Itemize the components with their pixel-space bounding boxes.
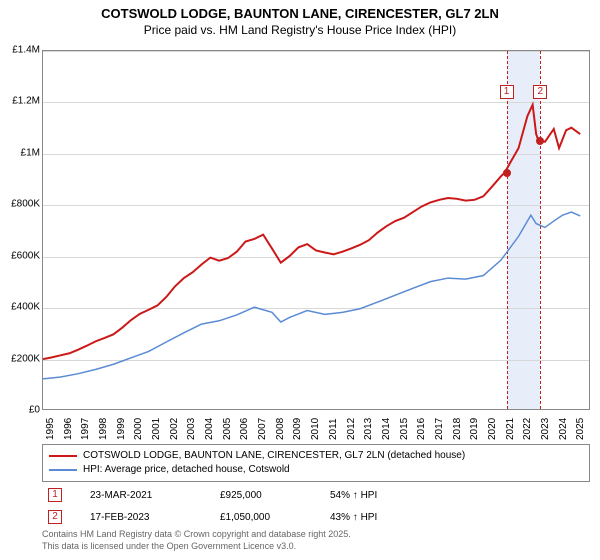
- chart-container: COTSWOLD LODGE, BAUNTON LANE, CIRENCESTE…: [0, 0, 600, 560]
- series-line-1: [43, 212, 580, 379]
- x-axis-label: 2010: [310, 418, 321, 440]
- credits-line-2: This data is licensed under the Open Gov…: [42, 540, 590, 552]
- x-axis-label: 2018: [452, 418, 463, 440]
- x-axis-label: 2004: [204, 418, 215, 440]
- chart-marker-box-2: 2: [533, 85, 547, 99]
- transactions-table: 1 23-MAR-2021 £925,000 54% ↑ HPI 2 17-FE…: [42, 484, 590, 528]
- row-price-1: £925,000: [220, 490, 330, 501]
- title-main: COTSWOLD LODGE, BAUNTON LANE, CIRENCESTE…: [8, 6, 592, 21]
- chart-marker-dot-1: [503, 169, 511, 177]
- legend: COTSWOLD LODGE, BAUNTON LANE, CIRENCESTE…: [42, 444, 590, 482]
- x-axis-label: 2014: [381, 418, 392, 440]
- x-axis-label: 2005: [222, 418, 233, 440]
- x-axis-label: 2024: [558, 418, 569, 440]
- series-line-0: [43, 105, 580, 359]
- title-block: COTSWOLD LODGE, BAUNTON LANE, CIRENCESTE…: [0, 0, 600, 39]
- x-axis-label: 2020: [487, 418, 498, 440]
- x-axis-label: 1995: [45, 418, 56, 440]
- y-axis-label: £0: [0, 405, 40, 416]
- row-marker-2: 2: [48, 510, 62, 524]
- x-axis-label: 2001: [151, 418, 162, 440]
- x-axis-label: 2013: [363, 418, 374, 440]
- x-axis-label: 2002: [169, 418, 180, 440]
- x-axis-label: 2021: [505, 418, 516, 440]
- legend-swatch-0: [49, 455, 77, 457]
- x-axis-label: 2022: [522, 418, 533, 440]
- y-axis-label: £1.4M: [0, 45, 40, 56]
- x-axis-label: 2017: [434, 418, 445, 440]
- x-axis-label: 2015: [399, 418, 410, 440]
- x-axis-label: 2008: [275, 418, 286, 440]
- legend-item-series-1: HPI: Average price, detached house, Cots…: [49, 463, 583, 477]
- credits: Contains HM Land Registry data © Crown c…: [42, 528, 590, 552]
- x-axis-label: 2003: [186, 418, 197, 440]
- x-axis-label: 1996: [63, 418, 74, 440]
- x-axis-label: 2011: [328, 418, 339, 440]
- x-axis-label: 2000: [133, 418, 144, 440]
- chart-plot-area: 12: [42, 50, 590, 410]
- x-axis-label: 2019: [469, 418, 480, 440]
- legend-item-series-0: COTSWOLD LODGE, BAUNTON LANE, CIRENCESTE…: [49, 449, 583, 463]
- row-hpi-1: 54% ↑ HPI: [330, 490, 440, 501]
- legend-label-0: COTSWOLD LODGE, BAUNTON LANE, CIRENCESTE…: [83, 449, 465, 463]
- x-axis-label: 2016: [416, 418, 427, 440]
- y-axis-label: £600K: [0, 250, 40, 261]
- table-row: 1 23-MAR-2021 £925,000 54% ↑ HPI: [42, 484, 590, 506]
- table-row: 2 17-FEB-2023 £1,050,000 43% ↑ HPI: [42, 506, 590, 528]
- title-sub: Price paid vs. HM Land Registry's House …: [8, 23, 592, 37]
- row-marker-1: 1: [48, 488, 62, 502]
- x-axis-label: 2006: [239, 418, 250, 440]
- y-axis-label: £400K: [0, 302, 40, 313]
- y-axis-label: £1M: [0, 147, 40, 158]
- x-axis-label: 2007: [257, 418, 268, 440]
- x-axis-label: 1998: [98, 418, 109, 440]
- chart-marker-box-1: 1: [500, 85, 514, 99]
- row-price-2: £1,050,000: [220, 512, 330, 523]
- x-axis-label: 1997: [80, 418, 91, 440]
- row-date-1: 23-MAR-2021: [90, 490, 220, 501]
- x-axis-label: 2012: [346, 418, 357, 440]
- row-hpi-2: 43% ↑ HPI: [330, 512, 440, 523]
- row-date-2: 17-FEB-2023: [90, 512, 220, 523]
- y-axis-label: £1.2M: [0, 96, 40, 107]
- x-axis-label: 2009: [292, 418, 303, 440]
- x-axis-label: 2025: [575, 418, 586, 440]
- legend-swatch-1: [49, 469, 77, 471]
- x-axis-label: 1999: [116, 418, 127, 440]
- y-axis-label: £800K: [0, 199, 40, 210]
- legend-label-1: HPI: Average price, detached house, Cots…: [83, 463, 290, 477]
- y-axis-label: £200K: [0, 353, 40, 364]
- credits-line-1: Contains HM Land Registry data © Crown c…: [42, 528, 590, 540]
- chart-marker-dot-2: [536, 137, 544, 145]
- x-axis-label: 2023: [540, 418, 551, 440]
